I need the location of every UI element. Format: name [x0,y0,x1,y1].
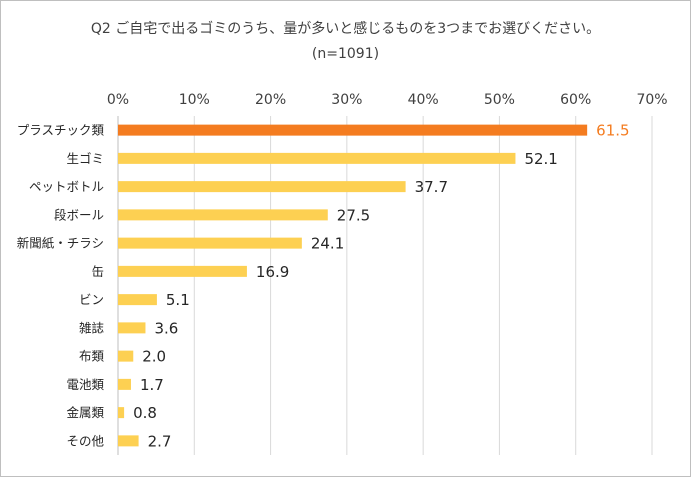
category-label: ビン [79,292,104,307]
x-tick-label: 60% [560,92,591,108]
bar [118,152,516,164]
bar [118,407,125,419]
bar [118,124,588,136]
chart-title: Q2 ご自宅で出るゴミのうち、量が多いと感じるものを3つまでお選びください。 [90,21,601,37]
x-tick-label: 0% [107,92,129,108]
category-label: 生ゴミ [66,151,104,166]
category-label: 新聞紙・チラシ [17,236,104,251]
bar [118,265,247,277]
category-label: 缶 [91,264,104,279]
x-tick-label: 30% [331,92,362,108]
bar [118,294,157,306]
data-label: 3.6 [154,319,178,337]
category-label: 布類 [79,349,105,364]
data-label: 37.7 [415,178,448,196]
data-label: 52.1 [524,150,557,168]
bar [118,350,134,362]
data-label: 1.7 [140,376,164,394]
bar [118,209,328,221]
bar [118,181,406,193]
x-tick-label: 10% [179,92,210,108]
category-label: その他 [66,433,104,448]
category-label: プラスチック類 [17,123,105,138]
data-label: 5.1 [166,291,190,309]
x-tick-label: 40% [408,92,439,108]
data-label: 27.5 [337,206,370,224]
data-label: 0.8 [133,404,157,422]
data-label: 2.0 [142,348,166,366]
category-label: 雑誌 [79,320,105,335]
x-tick-label: 50% [484,92,515,108]
data-label: 2.7 [148,432,172,450]
bar [118,322,146,334]
bar [118,435,139,447]
data-label: 16.9 [256,263,289,281]
bar [118,237,302,249]
category-label: 段ボール [54,207,104,222]
x-tick-label: 20% [255,92,286,108]
chart-subtitle: (n=1091) [311,46,380,62]
data-label: 24.1 [311,235,344,253]
bar [118,378,131,390]
x-tick-label: 70% [636,92,667,108]
category-label: 電池類 [66,377,104,392]
data-label: 61.5 [596,122,629,140]
category-label: ペットボトル [29,179,104,194]
category-label: 金属類 [66,405,104,420]
